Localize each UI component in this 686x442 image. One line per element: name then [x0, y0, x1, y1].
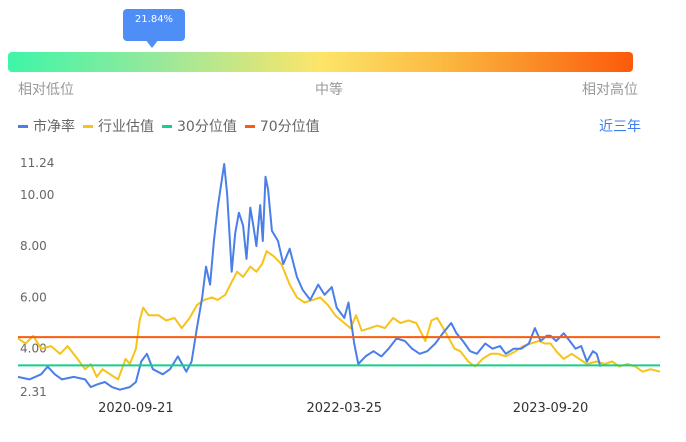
legend-item-p30[interactable]: 30分位值 [162, 116, 237, 136]
y-tick-label: 11.24 [20, 156, 54, 170]
legend-label-p70: 70分位值 [259, 119, 320, 135]
y-tick-label: 8.00 [20, 239, 47, 253]
legend-swatch-p70 [244, 124, 255, 128]
x-axis: 2020-09-21 2022-03-25 2023-09-20 [98, 401, 588, 416]
x-tick-label: 2022-03-25 [307, 401, 383, 416]
valuation-gauge-bar [8, 52, 633, 72]
x-tick-label: 2020-09-21 [98, 401, 174, 416]
y-tick-label: 2.31 [20, 385, 47, 399]
chart-legend: 市净率 行业估值 30分位值 70分位值 [18, 116, 328, 136]
legend-item-p70[interactable]: 70分位值 [244, 116, 320, 136]
legend-item-industry[interactable]: 行业估值 [83, 116, 154, 136]
legend-label-p30: 30分位值 [177, 119, 237, 135]
x-tick-label: 2023-09-20 [513, 401, 589, 416]
y-tick-label: 6.00 [20, 290, 47, 304]
time-range-button[interactable]: 近三年 [599, 119, 641, 135]
legend-swatch-industry [83, 124, 93, 128]
legend-swatch-pb [18, 124, 28, 128]
gauge-mid-label: 中等 [315, 82, 343, 98]
gauge-low-label: 相对低位 [18, 82, 74, 98]
tooltip-arrow [145, 39, 159, 48]
percentile-tooltip: 21.84% [123, 9, 185, 41]
plot-area [17, 163, 661, 391]
gauge-high-label: 相对高位 [582, 82, 638, 98]
pb-series-line [17, 163, 602, 391]
legend-item-pb[interactable]: 市净率 [18, 116, 75, 136]
legend-label-pb: 市净率 [33, 119, 75, 135]
legend-label-industry: 行业估值 [98, 119, 154, 135]
y-tick-label: 10.00 [20, 188, 54, 202]
industry-series-line [17, 250, 661, 381]
legend-swatch-p30 [162, 124, 172, 128]
